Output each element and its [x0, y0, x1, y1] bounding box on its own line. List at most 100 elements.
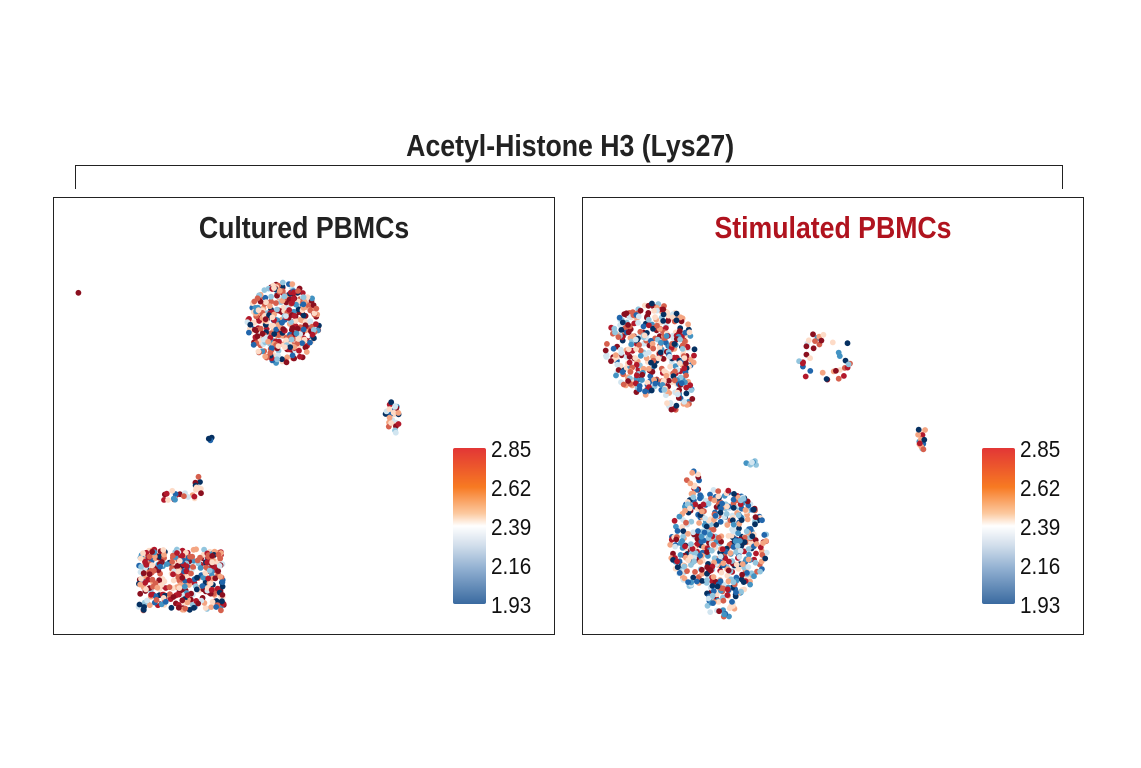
cell-point: [176, 558, 183, 564]
cell-point: [307, 339, 313, 346]
colorbar-tick: 2.39: [1020, 514, 1061, 540]
cell-point: [735, 530, 741, 537]
cell-point: [618, 350, 625, 356]
cell-point: [280, 326, 287, 332]
cell-point: [184, 599, 191, 606]
cell-point: [704, 549, 710, 555]
cell-point: [688, 387, 695, 393]
cell-point: [729, 526, 735, 533]
cell-point: [611, 325, 618, 332]
cell-point: [733, 561, 740, 568]
cell-point: [201, 546, 208, 553]
cell-point: [213, 604, 220, 610]
cell-point: [257, 325, 264, 332]
cell-point: [293, 330, 300, 337]
cell-point: [637, 347, 644, 354]
cell-point: [137, 555, 144, 562]
cell-point: [672, 543, 678, 550]
cell-point: [207, 580, 214, 587]
cell-point: [269, 314, 276, 321]
cell-point: [282, 344, 288, 351]
cell-point: [707, 609, 714, 615]
cell-point: [309, 331, 316, 338]
cell-point: [182, 605, 189, 612]
cell-point: [633, 346, 639, 352]
cell-point: [919, 432, 926, 438]
cell-point: [193, 484, 200, 491]
cell-point: [668, 406, 675, 413]
cell-point: [608, 358, 614, 364]
cell-point: [671, 341, 678, 347]
cell-point: [720, 597, 727, 604]
cell-point: [710, 588, 717, 594]
cell-point: [744, 516, 751, 523]
colorbar-tick: 2.85: [491, 436, 532, 462]
cell-point: [739, 571, 745, 578]
cell-point: [835, 375, 842, 382]
cell-point: [168, 604, 175, 611]
cell-point: [292, 318, 299, 324]
cell-point: [679, 346, 686, 352]
cell-point: [635, 366, 642, 373]
cell-point: [740, 579, 747, 585]
cell-point: [250, 341, 257, 348]
cell-point: [187, 553, 193, 560]
cell-point: [718, 569, 725, 576]
cell-point: [701, 529, 708, 536]
cell-point: [153, 597, 160, 603]
cell-point: [743, 528, 750, 535]
cell-point: [219, 579, 226, 586]
cell-point: [637, 328, 644, 335]
cell-point: [720, 560, 727, 567]
cell-point: [170, 495, 177, 502]
cell-point: [637, 307, 644, 314]
cell-point: [673, 310, 680, 317]
cell-point: [841, 373, 847, 379]
cell-point: [136, 601, 143, 608]
cell-point: [151, 567, 157, 574]
cell-point: [708, 547, 715, 554]
panel-cultured: Cultured PBMCs 2.85 2.62 2.39 2.16 1.93: [53, 197, 555, 635]
cell-point: [741, 539, 748, 546]
cell-point: [651, 307, 657, 314]
cell-point: [179, 552, 186, 559]
cell-point: [730, 496, 737, 503]
cell-point: [724, 592, 731, 598]
cell-point: [309, 295, 315, 302]
cell-point: [922, 427, 928, 433]
cell-point: [696, 520, 702, 526]
cell-point: [691, 352, 697, 359]
cell-point: [140, 550, 146, 557]
cell-point: [219, 592, 226, 598]
cell-point: [920, 446, 927, 453]
cell-point: [666, 353, 673, 360]
cell-point: [719, 500, 725, 507]
cell-point: [271, 285, 277, 291]
cell-point: [640, 323, 647, 330]
cell-point: [660, 311, 667, 318]
colorbar-tick: 1.93: [491, 592, 532, 618]
cell-point: [300, 312, 307, 319]
cell-point: [660, 306, 667, 313]
cell-point: [219, 598, 225, 605]
cell-point: [700, 501, 707, 508]
cell-point: [151, 553, 158, 560]
cell-point: [255, 348, 262, 355]
cell-point: [657, 349, 664, 356]
cell-point: [195, 473, 202, 480]
cell-point: [695, 471, 701, 478]
cell-point: [737, 547, 744, 554]
cell-point: [687, 382, 694, 389]
cell-point: [677, 552, 684, 558]
cell-point: [844, 340, 851, 347]
cell-point: [287, 344, 294, 350]
cell-point: [674, 528, 681, 534]
cell-point: [297, 353, 303, 360]
cell-point: [710, 487, 717, 493]
cell-point: [297, 316, 304, 323]
cell-point: [160, 547, 167, 553]
cell-point: [671, 517, 678, 524]
cell-point: [652, 380, 659, 387]
panel-stimulated: Stimulated PBMCs 2.85 2.62 2.39 2.16 1.9…: [582, 197, 1084, 635]
cell-point: [205, 575, 212, 582]
